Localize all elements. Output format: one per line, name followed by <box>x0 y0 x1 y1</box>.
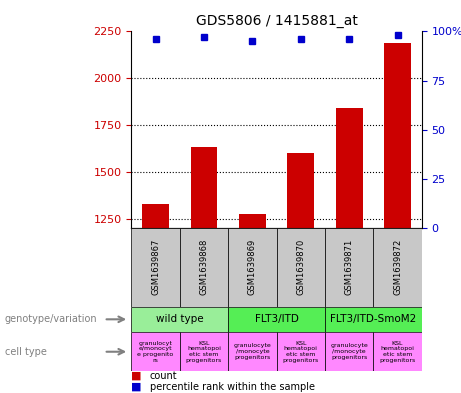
Text: granulocyte
/monocyte
progenitors: granulocyte /monocyte progenitors <box>331 343 368 360</box>
Bar <box>131 307 228 332</box>
Text: ■: ■ <box>131 382 142 392</box>
Text: FLT3/ITD: FLT3/ITD <box>254 314 299 324</box>
Text: GSM1639871: GSM1639871 <box>345 239 354 296</box>
Text: GSM1639867: GSM1639867 <box>151 239 160 296</box>
Text: FLT3/ITD-SmoM2: FLT3/ITD-SmoM2 <box>330 314 417 324</box>
Text: KSL
hematopoi
etic stem
progenitors: KSL hematopoi etic stem progenitors <box>283 341 319 363</box>
Bar <box>277 228 325 307</box>
Text: percentile rank within the sample: percentile rank within the sample <box>150 382 315 392</box>
Text: genotype/variation: genotype/variation <box>5 314 97 324</box>
Bar <box>384 43 411 228</box>
Text: wild type: wild type <box>156 314 204 324</box>
Text: GSM1639868: GSM1639868 <box>200 239 208 296</box>
Title: GDS5806 / 1415881_at: GDS5806 / 1415881_at <box>195 14 358 28</box>
Bar <box>131 228 180 307</box>
Bar <box>325 307 422 332</box>
Text: ■: ■ <box>131 371 142 381</box>
Text: KSL
hematopoi
etic stem
progenitors: KSL hematopoi etic stem progenitors <box>379 341 416 363</box>
Text: KSL
hematopoi
etic stem
progenitors: KSL hematopoi etic stem progenitors <box>186 341 222 363</box>
Bar <box>142 204 169 228</box>
Bar <box>180 332 228 371</box>
Bar <box>325 228 373 307</box>
Text: cell type: cell type <box>5 347 47 357</box>
Bar <box>288 153 314 228</box>
Bar <box>228 332 277 371</box>
Bar <box>191 147 217 228</box>
Bar <box>373 228 422 307</box>
Bar <box>277 332 325 371</box>
Bar <box>239 214 266 228</box>
Text: count: count <box>150 371 177 381</box>
Bar <box>325 332 373 371</box>
Bar <box>336 108 362 228</box>
Bar <box>373 332 422 371</box>
Bar <box>228 307 325 332</box>
Text: GSM1639869: GSM1639869 <box>248 239 257 296</box>
Bar <box>228 228 277 307</box>
Text: granulocyt
e/monocyt
e progenito
rs: granulocyt e/monocyt e progenito rs <box>137 341 174 363</box>
Text: GSM1639870: GSM1639870 <box>296 239 305 296</box>
Text: granulocyte
/monocyte
progenitors: granulocyte /monocyte progenitors <box>234 343 271 360</box>
Bar <box>180 228 228 307</box>
Text: GSM1639872: GSM1639872 <box>393 239 402 296</box>
Bar <box>131 332 180 371</box>
